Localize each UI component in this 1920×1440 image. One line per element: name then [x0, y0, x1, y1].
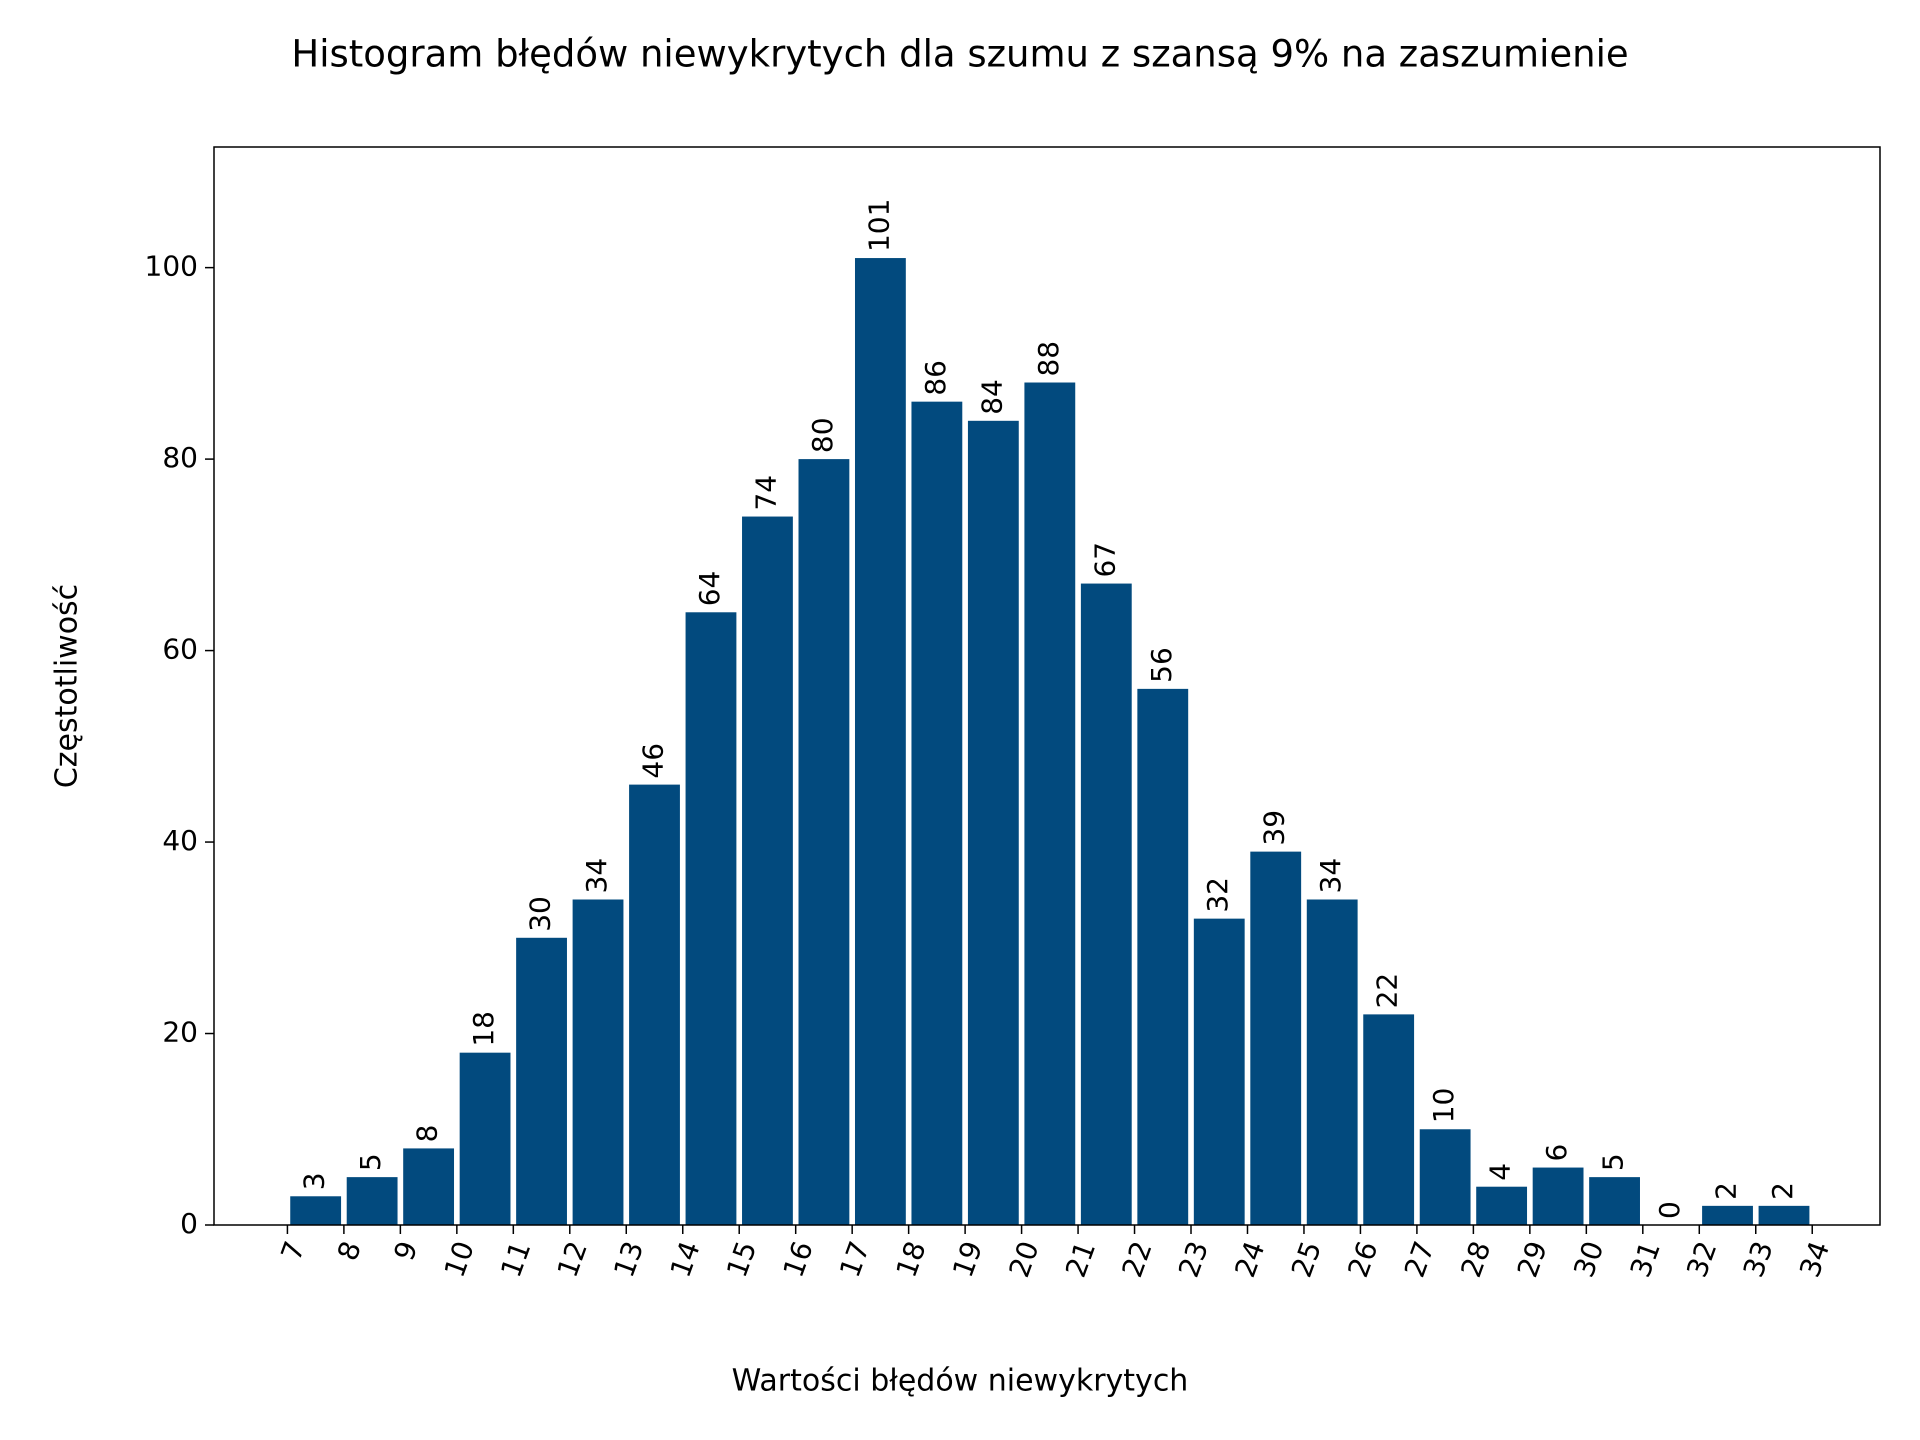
data-label: 84 [975, 379, 1008, 415]
data-label: 80 [806, 417, 839, 453]
bar [1024, 382, 1076, 1226]
bar [572, 899, 624, 1225]
bar [1532, 1167, 1584, 1225]
data-label: 64 [693, 571, 726, 607]
data-label: 34 [580, 858, 613, 894]
x-tick-label: 22 [1115, 1237, 1158, 1282]
bar [1476, 1186, 1528, 1225]
x-tick-label: 10 [438, 1237, 481, 1282]
x-tick-label: 32 [1680, 1237, 1723, 1282]
bar [1250, 851, 1302, 1225]
x-tick-label: 20 [1002, 1237, 1045, 1282]
data-label: 67 [1088, 542, 1121, 578]
bar [911, 401, 963, 1225]
x-tick-label: 31 [1624, 1237, 1667, 1282]
data-label: 5 [1597, 1153, 1630, 1171]
x-tick-label: 11 [494, 1237, 537, 1282]
data-label: 2 [1710, 1182, 1743, 1200]
bar [854, 258, 906, 1225]
data-label: 32 [1201, 877, 1234, 913]
bar [1137, 688, 1189, 1225]
plot-frame [213, 146, 1881, 1226]
data-label: 2 [1766, 1182, 1799, 1200]
data-label: 10 [1427, 1088, 1460, 1124]
x-tick-label: 17 [833, 1237, 876, 1282]
x-tick-label: 34 [1793, 1237, 1836, 1282]
x-tick-label: 14 [664, 1237, 707, 1282]
bar [1363, 1014, 1415, 1225]
data-label: 74 [749, 475, 782, 511]
bar [629, 784, 680, 1225]
x-axis-label: Wartości błędów niewykrytych [732, 1364, 1189, 1399]
x-tick-label: 27 [1398, 1237, 1441, 1282]
data-label: 56 [1145, 647, 1178, 683]
y-tick-label: 20 [162, 1016, 198, 1049]
x-tick-label: 9 [387, 1237, 424, 1265]
data-label: 4 [1484, 1163, 1517, 1181]
chart-title: Histogram błędów niewykrytych dla szumu … [291, 33, 1628, 76]
x-tick-label: 8 [331, 1237, 368, 1265]
data-label: 5 [354, 1153, 387, 1171]
x-tick-label: 23 [1172, 1237, 1215, 1282]
bar [1306, 899, 1358, 1225]
x-tick-label: 24 [1228, 1237, 1271, 1282]
x-tick-label: 33 [1737, 1237, 1780, 1282]
x-tick-label: 13 [607, 1237, 650, 1282]
bar [685, 612, 737, 1225]
x-tick-label: 19 [946, 1237, 989, 1282]
y-tick-label: 60 [162, 633, 198, 666]
x-tick-label: 26 [1341, 1237, 1384, 1282]
y-tick-label: 80 [162, 441, 198, 474]
x-tick-label: 7 [274, 1237, 311, 1265]
data-label: 46 [637, 743, 670, 779]
x-tick-label: 25 [1285, 1237, 1328, 1282]
data-label: 8 [411, 1125, 444, 1143]
data-label: 88 [1032, 341, 1065, 377]
x-tick-label: 29 [1511, 1237, 1554, 1282]
bar [459, 1052, 511, 1225]
bar [290, 1196, 342, 1225]
bar [967, 420, 1019, 1225]
x-tick-label: 12 [551, 1237, 594, 1282]
x-tick-label: 30 [1567, 1237, 1610, 1282]
x-tick-label: 15 [720, 1237, 763, 1282]
data-label: 39 [1258, 810, 1291, 846]
y-axis-label: Częstotliwość [50, 584, 85, 788]
y-tick-label: 0 [180, 1207, 198, 1240]
x-tick-label: 18 [890, 1237, 933, 1282]
data-label: 101 [862, 199, 895, 252]
y-tick-label: 40 [162, 824, 198, 857]
data-label: 0 [1653, 1201, 1686, 1219]
bar [403, 1148, 455, 1225]
x-tick-label: 16 [777, 1237, 820, 1282]
bar [1702, 1205, 1753, 1225]
data-label: 86 [919, 360, 952, 396]
y-tick-label: 100 [145, 250, 198, 283]
x-tick-label: 28 [1454, 1237, 1497, 1282]
bar [516, 937, 567, 1225]
bar [742, 516, 793, 1225]
bar [1193, 918, 1245, 1225]
data-label: 30 [524, 896, 557, 932]
bar [346, 1177, 398, 1225]
data-label: 3 [298, 1172, 331, 1190]
x-tick-label: 21 [1059, 1237, 1102, 1282]
bar [1589, 1177, 1640, 1225]
data-label: 18 [467, 1011, 500, 1047]
bar [798, 459, 850, 1225]
data-label: 22 [1371, 973, 1404, 1009]
data-label: 6 [1540, 1144, 1573, 1162]
bar [1080, 583, 1132, 1225]
bar [1419, 1129, 1471, 1225]
data-label: 34 [1314, 858, 1347, 894]
bar [1758, 1205, 1810, 1225]
